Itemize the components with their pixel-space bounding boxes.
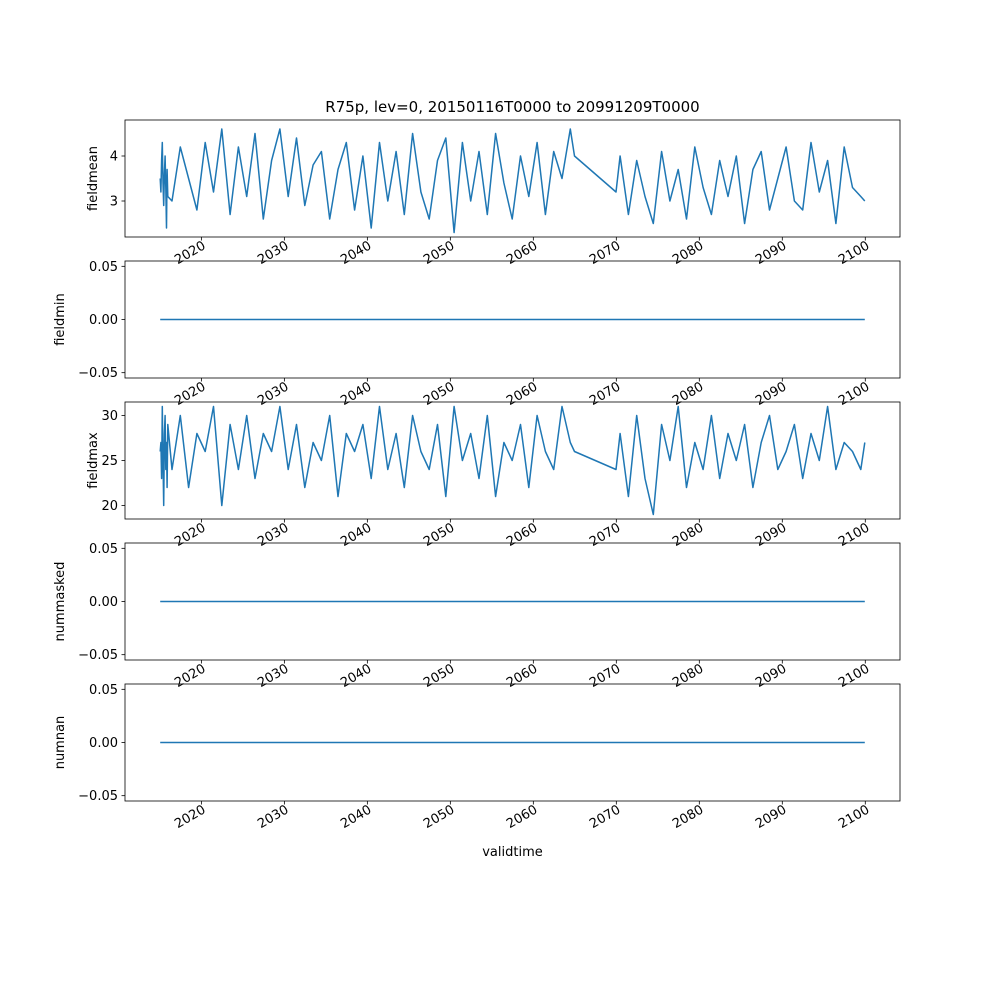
- y-tick-label: −0.05: [78, 366, 118, 381]
- x-axis-label: validtime: [482, 845, 543, 860]
- y-axis-label: fieldmean: [86, 146, 101, 211]
- y-tick-label: 0.00: [89, 313, 118, 328]
- y-tick-label: 3: [110, 195, 118, 210]
- y-tick-label: −0.05: [78, 648, 118, 663]
- y-tick-label: 30: [101, 409, 118, 424]
- y-tick-label: 0.00: [89, 595, 118, 610]
- series-line-fieldmax: [159, 405, 866, 516]
- y-tick-label: −0.05: [78, 789, 118, 804]
- y-tick-label: 20: [101, 499, 118, 514]
- axes-frame: [124, 119, 901, 238]
- y-axis-label: numnan: [53, 716, 68, 770]
- y-tick-label: 0.05: [89, 260, 118, 275]
- series-line-fieldmean: [159, 128, 866, 234]
- y-axis-label: fieldmax: [86, 432, 101, 489]
- y-tick-label: 4: [110, 150, 118, 165]
- y-tick-label: 0.05: [89, 683, 118, 698]
- y-axis-label: nummasked: [53, 562, 68, 642]
- y-tick-label: 0.05: [89, 542, 118, 557]
- y-tick-label: 25: [101, 454, 118, 469]
- y-axis-label: fieldmin: [53, 293, 68, 346]
- chart-title: R75p, lev=0, 20150116T0000 to 20991209T0…: [325, 98, 699, 116]
- y-tick-label: 0.00: [89, 736, 118, 751]
